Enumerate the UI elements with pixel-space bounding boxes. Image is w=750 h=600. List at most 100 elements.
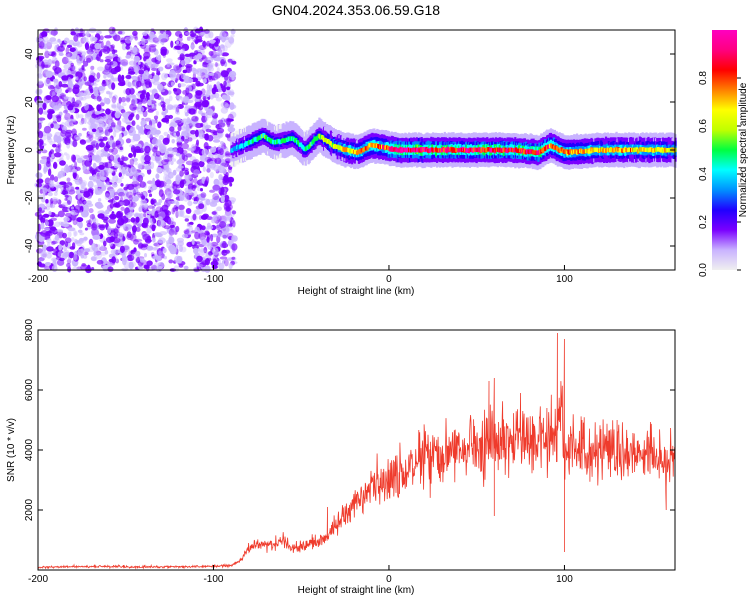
noise-cell (211, 118, 218, 125)
noise-cell (195, 129, 199, 138)
noise-cell (105, 81, 113, 85)
noise-cell (120, 183, 124, 187)
noise-cell (66, 142, 71, 149)
noise-cell (84, 90, 88, 95)
noise-cell (164, 175, 171, 183)
noise-cell (175, 106, 180, 113)
noise-cell (213, 195, 221, 203)
noise-cell (220, 194, 225, 203)
noise-cell (101, 121, 107, 129)
noise-cell (49, 85, 55, 89)
noise-cell (87, 180, 94, 189)
noise-cell (86, 222, 92, 228)
spectrogram-y-tick-label: -20 (24, 190, 35, 205)
noise-cell (83, 60, 89, 67)
noise-cell (121, 256, 128, 263)
noise-cell (209, 94, 214, 100)
noise-cell (131, 75, 138, 81)
noise-cell (99, 170, 105, 178)
noise-cell (171, 207, 175, 215)
noise-cell (226, 134, 231, 139)
noise-cell (79, 232, 85, 236)
noise-cell (45, 206, 51, 211)
noise-cell (125, 74, 132, 80)
noise-cell (206, 83, 210, 92)
noise-cell (99, 35, 104, 40)
noise-cell (104, 59, 112, 63)
noise-cell (193, 60, 197, 65)
noise-cell (51, 240, 58, 244)
noise-cell (46, 156, 51, 164)
noise-cell (193, 177, 198, 184)
noise-cell (217, 122, 226, 128)
noise-cell (215, 63, 220, 67)
noise-cell (172, 74, 178, 78)
noise-cell (125, 97, 131, 103)
noise-cell (197, 229, 204, 234)
noise-cell (134, 36, 138, 41)
noise-cell (212, 193, 220, 201)
noise-cell (127, 225, 132, 231)
noise-cell (223, 36, 229, 41)
noise-cell (47, 58, 53, 66)
noise-cell (47, 192, 53, 197)
noise-cell (208, 31, 214, 39)
noise-cell (172, 169, 177, 176)
noise-cell (187, 200, 193, 207)
noise-cell (84, 81, 92, 86)
noise-cell (106, 168, 115, 174)
noise-cell (89, 88, 94, 94)
noise-cell (202, 166, 206, 172)
noise-cell (64, 197, 68, 201)
noise-cell (173, 88, 182, 96)
noise-cell (45, 95, 52, 101)
noise-cell (205, 128, 212, 133)
noise-cell (107, 109, 114, 113)
noise-cell (211, 87, 217, 95)
noise-cell (147, 205, 155, 209)
noise-cell (119, 133, 123, 141)
noise-cell (106, 181, 110, 185)
noise-cell (94, 86, 99, 91)
noise-cell (214, 73, 219, 81)
noise-cell (214, 157, 222, 165)
noise-cell (224, 155, 231, 161)
noise-cell (178, 264, 184, 268)
noise-cell (121, 156, 129, 161)
noise-cell (222, 234, 228, 239)
noise-cell (221, 162, 227, 166)
noise-cell (195, 103, 202, 109)
spectrogram-x-tick-label: 0 (386, 274, 392, 285)
noise-cell (35, 172, 43, 179)
noise-cell (94, 201, 103, 208)
noise-cell (196, 162, 200, 166)
noise-cell (227, 113, 234, 122)
noise-cell (228, 36, 235, 44)
noise-cell (155, 173, 160, 179)
spectrogram-y-axis-label: Frequency (Hz) (6, 116, 17, 185)
noise-cell (79, 139, 85, 143)
noise-cell (201, 100, 209, 108)
noise-cell (63, 64, 71, 70)
noise-cell (148, 39, 156, 43)
noise-cell (105, 97, 111, 105)
noise-cell (226, 86, 231, 91)
noise-cell (220, 186, 225, 194)
noise-cell (59, 181, 67, 185)
noise-cell (214, 41, 219, 47)
noise-cell (92, 234, 101, 240)
noise-cell (89, 176, 94, 181)
colorbar-gradient (712, 30, 737, 270)
noise-cell (70, 206, 74, 210)
noise-cell (104, 129, 111, 137)
noise-cell (43, 68, 49, 75)
spectrogram-x-tick-label: -200 (28, 274, 48, 285)
noise-cell (99, 102, 105, 107)
noise-cell (122, 166, 126, 175)
noise-cell (162, 137, 170, 145)
noise-cell (188, 52, 196, 58)
noise-cell (129, 85, 133, 90)
noise-cell (136, 106, 145, 113)
noise-cell (140, 244, 147, 249)
